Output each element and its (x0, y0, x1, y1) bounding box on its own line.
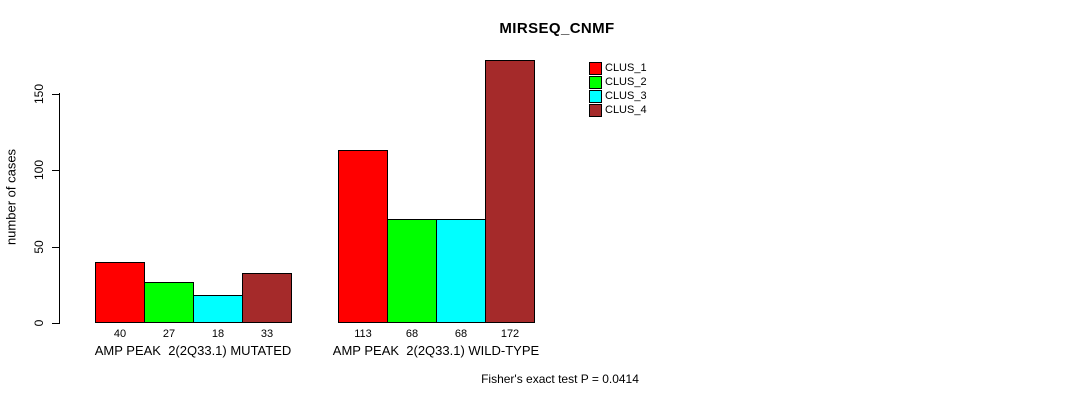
bar-clus_3-group1 (193, 295, 243, 323)
bar-value-label: 113 (354, 328, 372, 340)
y-tick (52, 170, 60, 171)
x-category-label: AMP PEAK 2(2Q33.1) WILD-TYPE (332, 343, 540, 358)
y-tick-label: 150 (32, 83, 46, 105)
x-category-label: AMP PEAK 2(2Q33.1) MUTATED (94, 343, 292, 358)
y-axis-line (59, 93, 60, 323)
bar-value-label: 68 (405, 328, 419, 340)
y-tick-label: 0 (32, 319, 46, 327)
legend-label: CLUS_4 (605, 104, 647, 116)
legend-swatch (589, 62, 602, 75)
bar-clus_4-group2 (485, 60, 535, 323)
legend-swatch (589, 90, 602, 103)
legend-label: CLUS_2 (605, 76, 647, 88)
y-axis-label: number of cases (3, 148, 19, 246)
legend-item-clus_3: CLUS_3 (589, 90, 647, 103)
bar-value-label: 27 (162, 328, 176, 340)
y-tick (52, 323, 60, 324)
bar-value-label: 172 (500, 328, 520, 340)
y-tick-label: 100 (32, 159, 46, 181)
bar-value-label: 68 (454, 328, 468, 340)
bar-clus_1-group1 (95, 262, 145, 323)
legend-swatch (589, 104, 602, 117)
bar-clus_1-group2 (338, 150, 388, 323)
bar-value-label: 40 (113, 328, 127, 340)
legend-item-clus_1: CLUS_1 (589, 62, 647, 75)
bar-value-label: 33 (260, 328, 274, 340)
legend-item-clus_2: CLUS_2 (589, 76, 647, 89)
legend-swatch (589, 76, 602, 89)
legend-label: CLUS_1 (605, 62, 647, 74)
y-tick-label: 50 (32, 240, 46, 254)
legend-item-clus_4: CLUS_4 (589, 104, 647, 117)
legend: CLUS_1 CLUS_2 CLUS_3 CLUS_4 (589, 62, 647, 118)
bar-clus_3-group2 (436, 219, 486, 323)
y-tick (52, 94, 60, 95)
bar-clus_2-group1 (144, 282, 194, 323)
bar-clus_4-group1 (242, 273, 292, 323)
y-tick (52, 247, 60, 248)
bar-clus_2-group2 (387, 219, 437, 323)
chart-title: MIRSEQ_CNMF (499, 20, 615, 37)
legend-label: CLUS_3 (605, 90, 647, 102)
bar-value-label: 18 (211, 328, 225, 340)
stat-annotation: Fisher's exact test P = 0.0414 (481, 372, 639, 386)
